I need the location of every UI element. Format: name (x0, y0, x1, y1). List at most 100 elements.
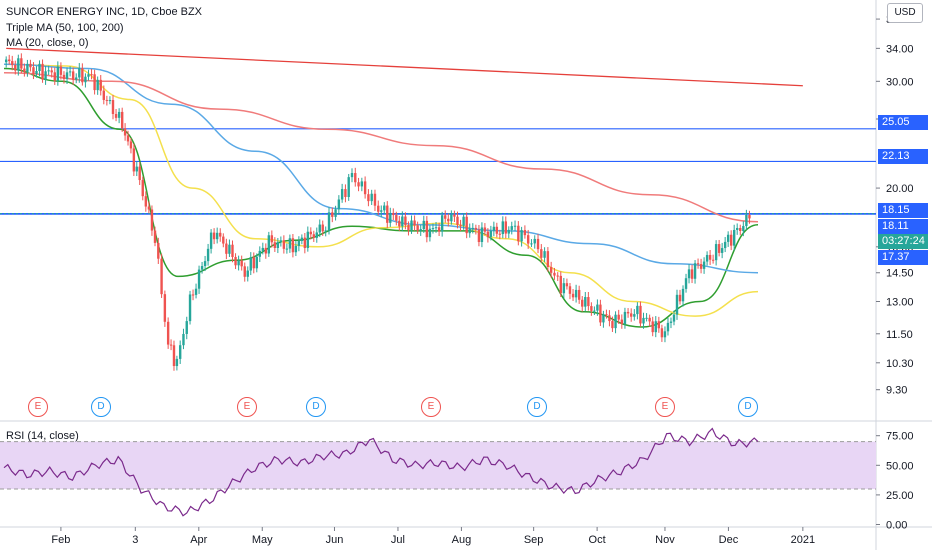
price-tag-17-37: 17.37 (878, 250, 928, 265)
trendline (6, 47, 803, 87)
candle-body (571, 293, 575, 298)
candle-body (32, 67, 35, 74)
candle-body (234, 256, 237, 266)
candle-body (483, 227, 487, 232)
candle-body (543, 251, 546, 258)
candle-body (327, 212, 331, 231)
ma-line (3, 71, 759, 223)
candle-body (735, 227, 739, 230)
candle-body (745, 215, 748, 227)
time-tick-label: 2021 (791, 534, 815, 546)
candle-body (523, 230, 527, 236)
candle-body (732, 229, 736, 246)
candle-body (185, 321, 188, 334)
candle-body (252, 257, 255, 269)
candle-body (321, 224, 324, 232)
candle-body (428, 228, 432, 238)
time-tick-label: Aug (452, 534, 472, 546)
candle-body (249, 257, 252, 271)
dividend-marker[interactable]: D (527, 397, 547, 417)
earnings-marker[interactable]: E (655, 397, 675, 417)
candle-body (81, 68, 84, 83)
dividend-marker[interactable]: D (306, 397, 326, 417)
candle-body (474, 227, 478, 230)
candle-body (123, 128, 127, 136)
candle-body (383, 205, 386, 211)
candle-body (62, 74, 66, 80)
candle-body (577, 289, 581, 300)
earnings-marker[interactable]: E (28, 397, 48, 417)
candle-body (696, 263, 700, 265)
candle-body (14, 65, 17, 71)
rsi-tick-label: 0.00 (886, 520, 907, 532)
candle-body (4, 59, 8, 63)
price-tick-label: 10.30 (886, 358, 914, 370)
candle-body (708, 254, 712, 260)
candle-body (699, 264, 703, 269)
rsi-band (0, 441, 876, 489)
dividend-marker[interactable]: D (91, 397, 111, 417)
candle-body (401, 216, 404, 227)
candle-body (114, 114, 118, 118)
time-tick-label: Nov (655, 534, 675, 546)
indicator-ma20[interactable]: MA (20, close, 0) (6, 37, 89, 49)
candle-body (510, 226, 513, 230)
candle-body (398, 220, 401, 227)
candle-body (84, 76, 87, 83)
candle-body (300, 237, 304, 241)
candle-body (465, 216, 468, 234)
price-tick-label: 14.50 (886, 268, 914, 280)
candle-body (501, 221, 505, 235)
candle-body (315, 232, 318, 238)
rsi-title[interactable]: RSI (14, close) (6, 430, 79, 442)
candle-body (129, 141, 133, 149)
candle-body (120, 111, 124, 129)
dividend-marker[interactable]: D (738, 397, 758, 417)
candle-body (99, 79, 102, 91)
candle-body (178, 345, 182, 359)
earnings-marker[interactable]: E (237, 397, 257, 417)
candle-body (422, 220, 425, 230)
candle-body (392, 212, 395, 216)
candle-body (434, 227, 438, 229)
candle-body (360, 181, 364, 187)
candle-body (425, 220, 429, 238)
candle-body (517, 225, 520, 242)
candle-body (717, 244, 721, 253)
candle-body (556, 275, 559, 277)
candle-body (723, 241, 727, 249)
candle-body (47, 70, 50, 72)
candle-body (726, 234, 730, 242)
candle-body (546, 251, 550, 268)
candle-body (413, 220, 416, 226)
candle-body (444, 215, 447, 219)
indicator-triple-ma[interactable]: Triple MA (50, 100, 200) (6, 22, 124, 34)
candle-body (312, 234, 315, 238)
rsi-line (3, 427, 759, 517)
earnings-marker[interactable]: E (421, 397, 441, 417)
currency-button[interactable]: USD (887, 3, 923, 23)
candle-body (354, 173, 357, 183)
candle-body (258, 250, 261, 257)
candle-body (407, 225, 410, 231)
candle-body (536, 238, 540, 250)
candle-body (203, 261, 207, 267)
candle-body (395, 215, 398, 221)
candle-body (347, 177, 350, 198)
candle-body (690, 269, 694, 279)
candle-body (303, 237, 307, 249)
candle-body (605, 314, 608, 316)
price-tag-22-13: 22.13 (878, 149, 928, 164)
time-tick-label: Jun (326, 534, 344, 546)
candle-body (219, 232, 222, 237)
price-tag-18-15: 18.15 (878, 203, 928, 218)
candle-body (270, 235, 274, 243)
candle-body (102, 90, 106, 100)
candle-body (90, 74, 93, 76)
candle-body (599, 304, 602, 323)
candle-body (276, 242, 280, 249)
candle-body (17, 58, 20, 71)
rsi-pane: 75.00 50.00 25.00 0.00 (0, 427, 914, 532)
candle-body (495, 226, 499, 234)
